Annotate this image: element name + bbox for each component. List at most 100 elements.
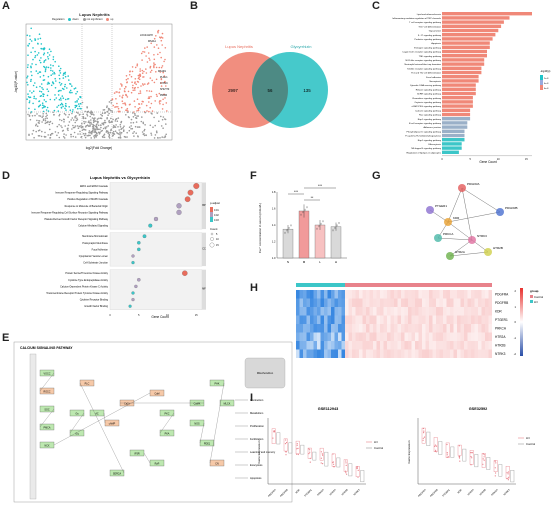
heatmap-cell xyxy=(366,324,370,333)
box-point xyxy=(506,478,508,480)
heatmap-cell xyxy=(341,341,345,350)
volcano-point xyxy=(97,131,100,134)
go-term-label: Cell-Substrate Junction xyxy=(83,262,108,265)
box-point xyxy=(422,427,424,430)
legend-up-dot xyxy=(106,18,110,21)
volcano-point xyxy=(151,110,154,112)
gene-label-7: PRDM xyxy=(160,94,167,97)
volcano-point xyxy=(122,126,124,129)
heatmap-cell xyxy=(327,315,331,324)
volcano-point xyxy=(113,92,116,94)
volcano-point xyxy=(123,87,126,90)
volcano-point xyxy=(88,134,90,137)
calcium-tick: 1.6 xyxy=(272,207,276,211)
volcano-point xyxy=(67,129,69,132)
box-ln xyxy=(295,440,300,454)
heatmap-cell xyxy=(334,324,338,333)
volcano-point xyxy=(75,119,77,122)
volcano-point xyxy=(34,56,36,59)
volcano-point xyxy=(132,121,135,124)
volcano-point xyxy=(144,124,146,126)
go-dot xyxy=(131,291,135,295)
heatmap-cell xyxy=(439,298,443,307)
pathway-node-label: SOC xyxy=(44,408,49,411)
venn-right-title: Glycyrrhizin xyxy=(291,44,312,49)
volcano-point xyxy=(35,123,38,126)
volcano-point xyxy=(32,84,35,87)
heatmap-group-bar xyxy=(387,283,391,287)
go-dot-plot: Lupus Nephritis vs Glycyrrhizin BPCCMFER… xyxy=(31,175,220,319)
box-point xyxy=(483,456,485,458)
heatmap-cell xyxy=(467,349,471,358)
box-point xyxy=(333,463,335,465)
volcano-point xyxy=(111,111,114,113)
volcano-point xyxy=(153,46,156,48)
volcano-point xyxy=(72,124,74,127)
ppi-node-label: NTRK3 xyxy=(477,234,487,238)
heatmap-gene-label: PDGFRA xyxy=(495,293,509,297)
heatmap-group-bar xyxy=(481,283,485,287)
volcano-point xyxy=(119,95,121,97)
go-group-panel xyxy=(109,269,203,310)
heatmap-group-bar xyxy=(404,283,408,287)
volcano-point xyxy=(59,103,62,106)
heatmap-group-bar xyxy=(334,283,338,287)
heatmap-gene-label: NTRK3 xyxy=(495,352,506,356)
heatmap-cell xyxy=(324,332,328,341)
pathway-output-label: Fertilization xyxy=(250,437,264,441)
volcano-point xyxy=(164,80,166,83)
volcano-point xyxy=(58,123,60,126)
volcano-point xyxy=(93,119,95,121)
volcano-point xyxy=(79,96,82,99)
box-ln xyxy=(319,447,324,461)
volcano-point xyxy=(79,133,81,135)
heatmap-cell xyxy=(404,298,408,307)
volcano-point xyxy=(75,92,77,95)
heatmap-cell xyxy=(313,341,317,350)
kegg-bar xyxy=(442,24,502,28)
box-point xyxy=(423,436,426,438)
volcano-point xyxy=(142,122,145,125)
heatmap-cell xyxy=(439,290,443,299)
box-point xyxy=(345,460,347,462)
go-dot xyxy=(134,284,138,289)
volcano-point xyxy=(160,115,162,118)
volcano-point xyxy=(26,66,29,69)
heatmap-cell xyxy=(467,307,471,316)
go-term-label: Immune Response-Regulating Cell Surface … xyxy=(31,211,108,214)
box-control xyxy=(438,441,443,455)
volcano-point xyxy=(32,90,35,92)
heatmap-cell xyxy=(460,307,464,316)
heatmap-cell xyxy=(429,324,433,333)
volcano-point xyxy=(76,125,79,127)
calcium-point xyxy=(302,211,304,214)
heatmap-cell xyxy=(359,290,363,299)
heatmap-cell xyxy=(355,290,359,299)
heatmap-cell xyxy=(320,324,324,333)
volcano-point xyxy=(63,137,66,139)
go-term-label: Calcium-Mediated Signaling xyxy=(78,225,108,228)
heatmap-group-bar xyxy=(324,283,328,287)
volcano-point xyxy=(39,37,42,40)
heatmap-cell xyxy=(439,332,443,341)
volcano-point xyxy=(73,88,76,90)
heatmap-scale-1: 1 xyxy=(515,305,517,309)
volcano-point xyxy=(134,78,137,80)
heatmap-cell xyxy=(348,332,352,341)
heatmap-cell xyxy=(411,290,415,299)
box-point xyxy=(332,453,334,455)
heatmap-cell xyxy=(383,315,387,324)
heatmap-cell xyxy=(341,349,345,358)
box-gene-label: PDGFRA xyxy=(418,488,427,497)
volcano-point xyxy=(44,122,47,125)
heatmap-cell xyxy=(418,341,422,350)
volcano-point xyxy=(89,115,91,118)
volcano-point xyxy=(49,121,51,124)
pathway-node-label: NCX xyxy=(44,444,49,447)
volcano-point xyxy=(130,125,132,127)
heatmap-cell xyxy=(366,298,370,307)
heatmap-cell xyxy=(481,349,485,358)
pathway-edge xyxy=(103,412,106,424)
heatmap-group-bar xyxy=(478,283,482,287)
heatmap-cell xyxy=(467,290,471,299)
